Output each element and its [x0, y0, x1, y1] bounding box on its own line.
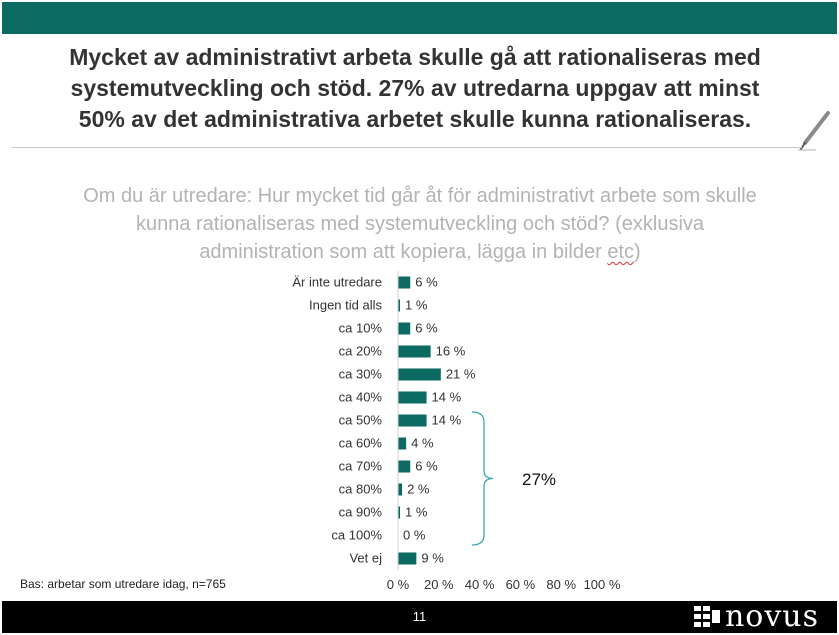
question-line-3a: administration som att kopiera, lägga in…	[199, 241, 608, 263]
value-label: 9 %	[421, 551, 444, 566]
category-label: ca 80%	[339, 482, 383, 497]
value-label: 6 %	[415, 459, 438, 474]
footer-bar: 11 novus	[2, 601, 837, 633]
category-label: ca 70%	[339, 459, 383, 474]
question-line-2: kunna rationaliseras med systemutvecklin…	[135, 213, 705, 235]
pen-icon	[798, 111, 830, 151]
x-tick-label: 60 %	[506, 577, 536, 592]
bar	[398, 437, 407, 450]
value-label: 0 %	[403, 528, 426, 543]
category-label: ca 20%	[339, 344, 383, 359]
page-number: 11	[412, 609, 427, 624]
bar	[398, 322, 411, 335]
category-label: ca 90%	[339, 505, 383, 520]
category-label: ca 40%	[339, 390, 383, 405]
bar-chart: Är inte utredare 6 % Ingen tid alls 1 % ca 1…	[292, 271, 621, 592]
bar	[398, 483, 403, 496]
bar	[398, 460, 411, 473]
category-label: ca 60%	[339, 436, 383, 451]
value-label: 4 %	[411, 436, 434, 451]
survey-question: Om du är utredare: Hur mycket tid går åt…	[28, 182, 812, 266]
bar	[398, 391, 427, 404]
category-label: ca 10%	[339, 321, 383, 336]
novus-logo: novus	[693, 599, 819, 634]
headline-line-1: Mycket av administrativt arbeta skulle g…	[69, 44, 761, 70]
x-tick-label: 40 %	[465, 577, 495, 592]
category-label: ca 100%	[331, 528, 382, 543]
range-bracket	[471, 411, 494, 546]
value-label: 16 %	[436, 344, 466, 359]
question-line-1: Om du är utredare: Hur mycket tid går åt…	[83, 185, 757, 207]
headline-line-2: systemutveckling och stöd. 27% av utreda…	[70, 75, 760, 101]
question-line-3c: )	[634, 241, 641, 263]
category-label: Vet ej	[349, 551, 382, 566]
category-label: Ingen tid alls	[309, 298, 382, 313]
value-label: 2 %	[407, 482, 430, 497]
value-label: 6 %	[415, 321, 438, 336]
value-label: 1 %	[405, 298, 428, 313]
x-tick-label: 80 %	[546, 577, 576, 592]
category-label: ca 50%	[339, 413, 383, 428]
base-note: Bas: arbetar som utredare idag, n=765	[20, 577, 226, 591]
x-tick-label: 20 %	[424, 577, 454, 592]
bracket-total-label: 27%	[522, 470, 557, 489]
headline-divider	[12, 147, 802, 148]
value-label: 14 %	[432, 390, 462, 405]
headline-line-3: 50% av det administrativa arbetet skulle…	[78, 106, 752, 132]
category-label: Är inte utredare	[292, 275, 382, 290]
slide-headline: Mycket av administrativt arbeta skulle g…	[10, 42, 820, 135]
bar	[398, 276, 411, 289]
bar	[398, 414, 427, 427]
question-spellcheck-word: etc	[607, 241, 634, 263]
value-label: 14 %	[432, 413, 462, 428]
top-accent-bar	[2, 2, 837, 34]
bar	[398, 299, 401, 312]
value-label: 1 %	[405, 505, 428, 520]
bar	[398, 345, 431, 358]
x-tick-label: 100 %	[584, 577, 621, 592]
bar	[398, 552, 417, 565]
value-label: 6 %	[415, 275, 438, 290]
bar	[398, 506, 401, 519]
novus-grid-logo-icon	[693, 606, 720, 627]
x-tick-label: 0 %	[387, 577, 410, 592]
bar	[398, 368, 441, 381]
question-line-3: administration som att kopiera, lägga in…	[28, 238, 812, 266]
category-label: ca 30%	[339, 367, 383, 382]
novus-logo-text: novus	[724, 599, 819, 634]
value-label: 21 %	[446, 367, 476, 382]
